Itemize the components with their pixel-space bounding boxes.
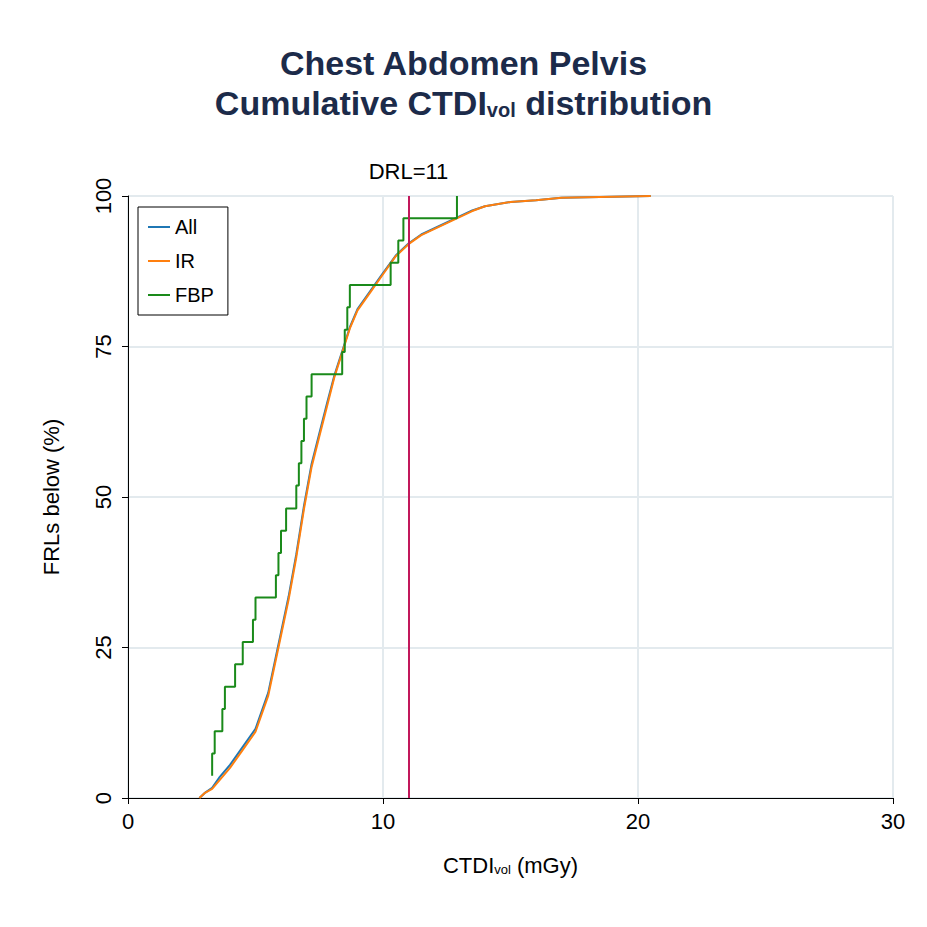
svg-text:vol: vol (487, 99, 516, 121)
svg-text:75: 75 (91, 334, 116, 358)
svg-text:0: 0 (122, 809, 134, 834)
svg-text:distribution: distribution (516, 84, 712, 122)
svg-text:100: 100 (91, 178, 116, 215)
svg-text:0: 0 (91, 792, 116, 804)
svg-text:30: 30 (881, 809, 905, 834)
svg-text:Chest Abdomen Pelvis: Chest Abdomen Pelvis (280, 44, 647, 82)
svg-text:Cumulative CTDI: Cumulative CTDI (215, 84, 487, 122)
svg-text:(mGy): (mGy) (511, 853, 578, 878)
svg-text:All: All (175, 216, 197, 238)
svg-text:10: 10 (371, 809, 395, 834)
svg-text:vol: vol (494, 862, 511, 877)
svg-text:CTDI: CTDI (443, 853, 494, 878)
svg-text:50: 50 (91, 485, 116, 509)
svg-text:20: 20 (626, 809, 650, 834)
svg-text:DRL=11: DRL=11 (369, 159, 449, 184)
svg-text:IR: IR (175, 250, 195, 272)
svg-text:25: 25 (91, 635, 116, 659)
svg-text:FRLs below (%): FRLs below (%) (39, 419, 64, 575)
svg-text:FBP: FBP (175, 284, 214, 306)
